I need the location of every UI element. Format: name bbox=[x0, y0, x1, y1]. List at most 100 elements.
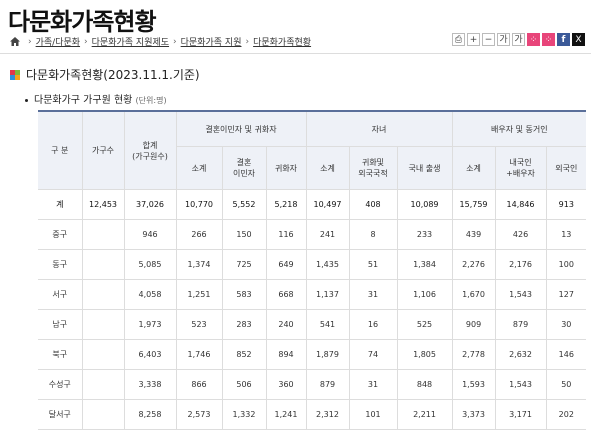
table-cell: 100 bbox=[545, 249, 587, 280]
table-cell: 946 bbox=[123, 219, 176, 250]
table-cell bbox=[81, 249, 124, 280]
table-cell: 51 bbox=[348, 249, 397, 280]
table-cell: 1,746 bbox=[175, 339, 222, 370]
table-cell: 725 bbox=[221, 249, 266, 280]
table-cell: 146 bbox=[545, 339, 587, 370]
breadcrumb-item[interactable]: 가족/다문화 bbox=[35, 38, 81, 48]
header-group-children: 자녀 bbox=[305, 111, 453, 147]
share-icon[interactable]: ⁘ bbox=[527, 33, 540, 46]
zoom-out-button[interactable]: − bbox=[482, 33, 495, 46]
table-cell: 1,879 bbox=[305, 339, 349, 370]
table-cell: 426 bbox=[494, 219, 547, 250]
table-row: 수성구 3,338 866 506 360 879 31 848 1,593 1,543 50 bbox=[38, 369, 587, 400]
facebook-icon[interactable]: f bbox=[557, 33, 570, 46]
home-icon[interactable] bbox=[10, 37, 20, 46]
header-division: 구 분 bbox=[38, 111, 82, 190]
table-cell: 1,435 bbox=[305, 249, 349, 280]
section-title-icon bbox=[10, 69, 20, 80]
table-cell bbox=[81, 369, 124, 400]
header-sub: 결혼 이민자 bbox=[221, 146, 266, 190]
share-icon[interactable]: ⁘ bbox=[542, 33, 555, 46]
table-cell: 879 bbox=[305, 369, 349, 400]
table-cell: 50 bbox=[545, 369, 587, 400]
table-cell: 5,218 bbox=[265, 189, 306, 220]
header-households: 가구수 bbox=[81, 111, 124, 190]
bullet-icon bbox=[25, 98, 28, 102]
table-cell: 2,276 bbox=[451, 249, 496, 280]
header-sub: 소계 bbox=[175, 146, 222, 190]
table-cell: 879 bbox=[494, 309, 547, 340]
table-cell-district: 수성구 bbox=[38, 369, 82, 400]
table-cell: 266 bbox=[175, 219, 222, 250]
table-cell: 1,973 bbox=[123, 309, 176, 340]
table-cell: 506 bbox=[221, 369, 266, 400]
table-cell: 283 bbox=[221, 309, 266, 340]
table-cell: 233 bbox=[396, 219, 453, 250]
table-cell: 909 bbox=[451, 309, 496, 340]
chevron-right-icon: › bbox=[245, 36, 250, 47]
font-small-button[interactable]: 가 bbox=[497, 33, 510, 46]
header-sub: 외국인 bbox=[545, 146, 587, 190]
table-cell: 116 bbox=[265, 219, 306, 250]
header-group-marriage: 결혼이민자 및 귀화자 bbox=[175, 111, 306, 147]
table-cell: 30 bbox=[545, 309, 587, 340]
zoom-in-button[interactable]: + bbox=[467, 33, 480, 46]
table-cell bbox=[81, 339, 124, 370]
twitter-icon[interactable]: X bbox=[572, 33, 585, 46]
table-cell bbox=[81, 279, 124, 310]
table-cell: 10,770 bbox=[175, 189, 222, 220]
table-cell: 2,632 bbox=[494, 339, 547, 370]
chevron-right-icon: › bbox=[28, 36, 32, 47]
breadcrumb-item[interactable]: 다문화가족 지원 bbox=[180, 38, 242, 48]
table-cell: 74 bbox=[348, 339, 397, 370]
table-cell-district: 계 bbox=[38, 189, 82, 220]
header-sub: 귀화및 외국국적 bbox=[348, 146, 397, 190]
table-cell-district: 서구 bbox=[38, 279, 82, 310]
print-icon[interactable]: ⎙ bbox=[452, 33, 465, 46]
table-cell: 1,384 bbox=[396, 249, 453, 280]
table-cell bbox=[81, 309, 124, 340]
header-sub: 국내 출생 bbox=[396, 146, 453, 190]
table-cell: 525 bbox=[396, 309, 453, 340]
section-title: 다문화가족현황(2023.11.1.기준) bbox=[10, 66, 200, 83]
divider bbox=[0, 53, 591, 54]
chevron-right-icon: › bbox=[173, 36, 177, 47]
table-cell: 894 bbox=[265, 339, 306, 370]
table-cell: 866 bbox=[175, 369, 222, 400]
table-cell-district: 남구 bbox=[38, 309, 82, 340]
header-group-spouse: 배우자 및 동거인 bbox=[451, 111, 587, 147]
table-cell: 1,593 bbox=[451, 369, 496, 400]
table-cell: 1,106 bbox=[396, 279, 453, 310]
table-cell-district: 동구 bbox=[38, 249, 82, 280]
table-cell: 31 bbox=[348, 369, 397, 400]
breadcrumb-item[interactable]: 다문화가족 지원제도 bbox=[91, 38, 170, 48]
table-cell: 6,403 bbox=[123, 339, 176, 370]
table-cell: 2,778 bbox=[451, 339, 496, 370]
font-large-button[interactable]: 가 bbox=[512, 33, 525, 46]
table-cell: 241 bbox=[305, 219, 349, 250]
table-cell: 541 bbox=[305, 309, 349, 340]
breadcrumb-item-current[interactable]: 다문화가족현황 bbox=[253, 38, 312, 48]
header-sub: 소계 bbox=[451, 146, 496, 190]
table-cell-district: 북구 bbox=[38, 339, 82, 370]
table-cell: 16 bbox=[348, 309, 397, 340]
table-cell: 31 bbox=[348, 279, 397, 310]
breadcrumb: › 가족/다문화 › 다문화가족 지원제도 › 다문화가족 지원 › 다문화가족… bbox=[10, 35, 311, 48]
table-cell-district: 중구 bbox=[38, 219, 82, 250]
table-cell: 127 bbox=[545, 279, 587, 310]
table-cell: 668 bbox=[265, 279, 306, 310]
page-title: 다문화가족현황 bbox=[8, 8, 157, 36]
table-row: 동구 5,085 1,374 725 649 1,435 51 1,384 2,276 2,176… bbox=[38, 249, 587, 280]
table-cell: 8 bbox=[348, 219, 397, 250]
table-cell: 240 bbox=[265, 309, 306, 340]
table-cell: 10,089 bbox=[396, 189, 453, 220]
table-caption: 다문화가구 가구원 현황 (단위:명) bbox=[25, 91, 167, 106]
header-sub: 내국인 +배우자 bbox=[494, 146, 547, 190]
table-cell: 5,552 bbox=[221, 189, 266, 220]
table-cell: 37,026 bbox=[123, 189, 176, 220]
header-sub: 귀화자 bbox=[265, 146, 306, 190]
table-cell: 360 bbox=[265, 369, 306, 400]
table-cell: 848 bbox=[396, 369, 453, 400]
table-cell: 1,374 bbox=[175, 249, 222, 280]
table-cell: 583 bbox=[221, 279, 266, 310]
